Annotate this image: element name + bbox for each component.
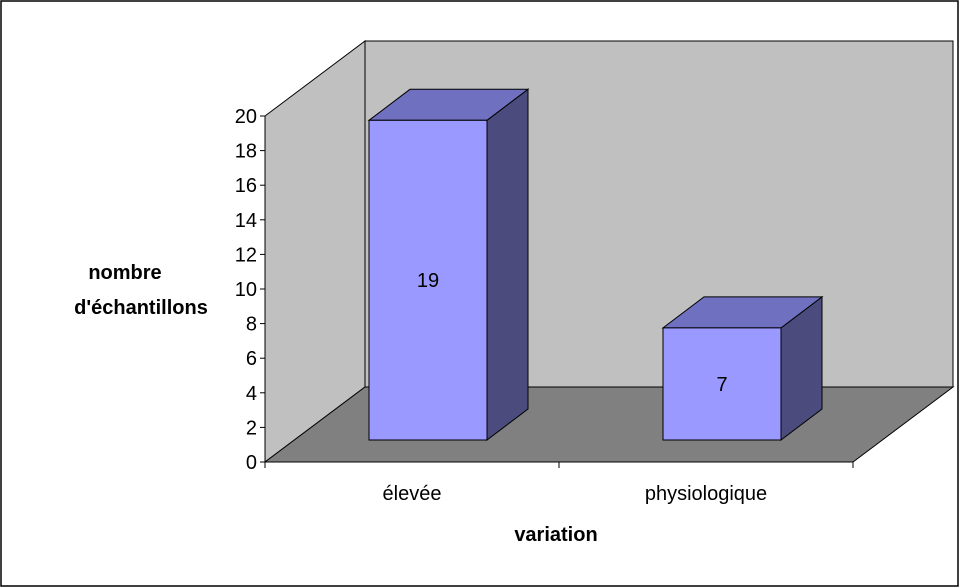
bar-side — [486, 88, 529, 442]
y-tick-label: 14 — [235, 210, 257, 232]
floor — [263, 386, 955, 463]
y-tick-label: 8 — [246, 314, 257, 336]
y-tick-label: 16 — [235, 175, 257, 197]
bar: 19 — [367, 88, 530, 442]
y-tick-label: 18 — [235, 141, 257, 163]
bar: 7 — [661, 295, 824, 442]
bar-front — [368, 119, 488, 441]
bar-data-label: 19 — [417, 270, 439, 292]
y-tick-label: 10 — [235, 279, 257, 301]
x-axis: élevée physiologique — [264, 461, 854, 505]
x-tick-label: élevée — [383, 483, 442, 505]
bar-front — [662, 327, 782, 441]
y-tick-label: 12 — [235, 244, 257, 266]
x-axis-title: variation — [514, 524, 597, 546]
y-tick-label: 20 — [235, 106, 257, 128]
bar-data-label: 7 — [716, 374, 727, 396]
bars: 19 7 — [367, 88, 824, 442]
y-tick-label: 0 — [246, 452, 257, 474]
y-tick-label: 6 — [246, 348, 257, 370]
y-tick-label: 2 — [246, 417, 257, 439]
y-axis: 0 2 4 6 8 10 12 14 16 18 20 — [235, 106, 266, 474]
y-tick-label: 4 — [246, 383, 257, 405]
y-axis-title-line2: d'échantillons — [74, 297, 208, 319]
x-tick-label: physiologique — [645, 483, 767, 505]
y-axis-title-line1: nombre — [88, 262, 161, 284]
